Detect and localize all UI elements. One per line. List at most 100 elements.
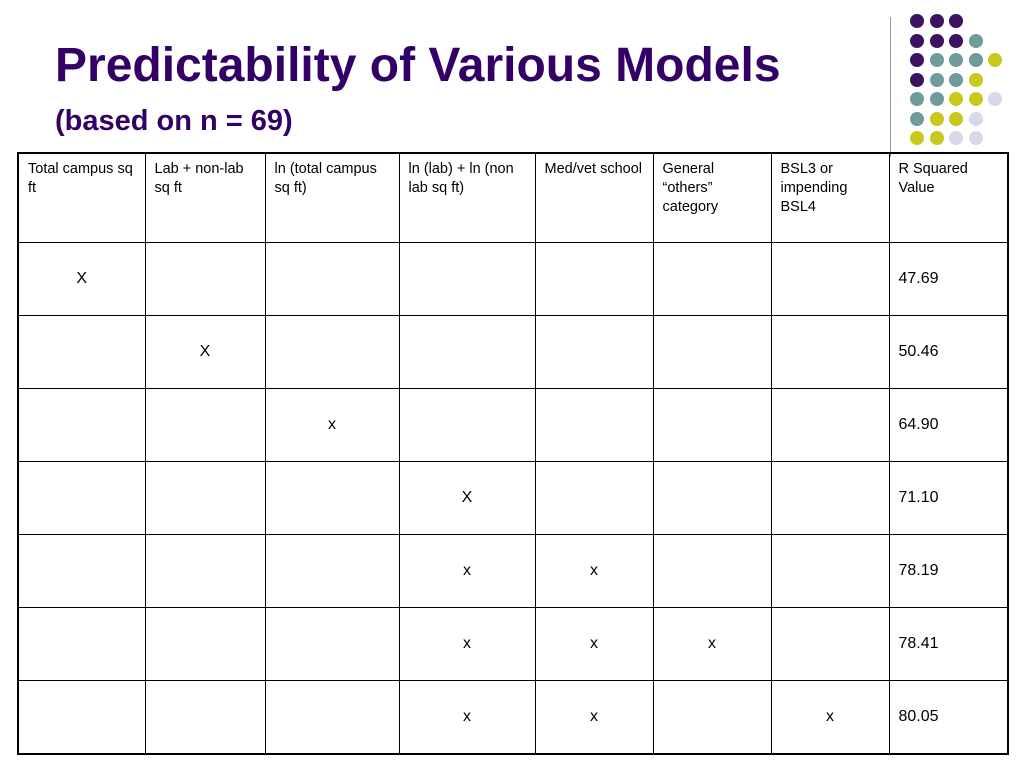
model-table: Total campus sq ft Lab + non-lab sq ft l…	[17, 152, 1009, 755]
table-cell	[144, 388, 266, 462]
column-header: BSL3 or impending BSL4	[770, 152, 890, 243]
column-header: R Squared Value	[888, 152, 1009, 243]
decorative-dot	[988, 92, 1002, 106]
decorative-dot	[949, 14, 963, 28]
table-cell: X	[144, 315, 266, 389]
table-cell	[17, 461, 146, 535]
decorative-dot	[968, 53, 983, 67]
table-cell	[652, 680, 772, 755]
table-row: X 47.69	[17, 242, 1009, 316]
table-cell	[770, 461, 890, 535]
table-row: X 71.10	[17, 461, 1009, 535]
r-squared-value: 47.69	[888, 242, 1009, 316]
decorative-dot	[910, 14, 924, 28]
table-cell: x	[534, 534, 654, 608]
table-cell	[264, 607, 400, 681]
table-cell	[770, 388, 890, 462]
decorative-dot	[949, 72, 963, 87]
r-squared-value: 64.90	[888, 388, 1009, 462]
column-header: ln (total campus sq ft)	[264, 152, 400, 243]
r-squared-value: 71.10	[888, 461, 1009, 535]
table-cell	[264, 534, 400, 608]
decorative-dot	[910, 111, 924, 126]
table-cell: x	[264, 388, 400, 462]
decorative-dot	[988, 53, 1002, 67]
table-cell	[534, 461, 654, 535]
table-row: X 50.46	[17, 315, 1009, 389]
table-cell	[534, 315, 654, 389]
table-cell	[534, 388, 654, 462]
decorative-dot	[949, 92, 963, 106]
r-squared-value: 80.05	[888, 680, 1009, 755]
table-cell	[17, 607, 146, 681]
decorative-dot	[968, 33, 983, 48]
table-cell: x	[398, 607, 536, 681]
table-cell	[144, 534, 266, 608]
decorative-dot	[968, 111, 983, 126]
table-cell: x	[534, 680, 654, 755]
decorative-dot	[949, 131, 963, 145]
table-row: x x 78.19	[17, 534, 1009, 608]
decorative-dot	[929, 33, 944, 48]
r-squared-value: 78.19	[888, 534, 1009, 608]
table-header-row: Total campus sq ft Lab + non-lab sq ft l…	[17, 152, 1009, 243]
decorative-dot	[929, 53, 944, 67]
column-header: Med/vet school	[534, 152, 654, 243]
table-cell	[770, 242, 890, 316]
decorative-dot	[968, 131, 983, 145]
table-cell: x	[534, 607, 654, 681]
table-cell	[398, 242, 536, 316]
decorative-divider	[890, 17, 891, 157]
table-cell	[264, 461, 400, 535]
decorative-dot	[929, 72, 944, 87]
column-header: Lab + non-lab sq ft	[144, 152, 266, 243]
table-cell	[652, 388, 772, 462]
table-cell	[652, 242, 772, 316]
table-cell	[144, 607, 266, 681]
decorative-dot	[910, 131, 924, 145]
table-cell	[17, 315, 146, 389]
decorative-dot	[949, 53, 963, 67]
table-row: x x x 80.05	[17, 680, 1009, 755]
table-cell: x	[398, 534, 536, 608]
table-cell	[770, 315, 890, 389]
decorative-dot-grid	[910, 14, 1010, 154]
r-squared-value: 50.46	[888, 315, 1009, 389]
column-header: General “others” category	[652, 152, 772, 243]
table-cell	[398, 388, 536, 462]
table-cell	[652, 534, 772, 608]
table-cell	[534, 242, 654, 316]
decorative-dot	[929, 131, 944, 145]
table-cell: x	[652, 607, 772, 681]
decorative-dot	[968, 92, 983, 106]
table-cell	[398, 315, 536, 389]
slide-subtitle: (based on n = 69)	[55, 105, 293, 137]
decorative-dot	[968, 72, 983, 87]
decorative-dot	[929, 111, 944, 126]
table-cell	[17, 680, 146, 755]
table-cell	[652, 461, 772, 535]
table-cell	[144, 680, 266, 755]
decorative-dot	[910, 33, 924, 48]
decorative-dot	[929, 92, 944, 106]
table-cell	[17, 534, 146, 608]
table-cell	[770, 607, 890, 681]
decorative-dot	[949, 111, 963, 126]
table-cell	[770, 534, 890, 608]
decorative-dot	[910, 92, 924, 106]
decorative-dot	[910, 53, 924, 67]
r-squared-value: 78.41	[888, 607, 1009, 681]
table-cell: X	[17, 242, 146, 316]
decorative-dot	[929, 14, 944, 28]
table-row: x x x 78.41	[17, 607, 1009, 681]
decorative-dot	[949, 33, 963, 48]
decorative-dot	[910, 72, 924, 87]
table-cell	[144, 242, 266, 316]
table-cell: x	[398, 680, 536, 755]
table-cell: X	[398, 461, 536, 535]
table-row: x 64.90	[17, 388, 1009, 462]
column-header: Total campus sq ft	[17, 152, 146, 243]
column-header: ln (lab) + ln (non lab sq ft)	[398, 152, 536, 243]
table-cell	[264, 242, 400, 316]
